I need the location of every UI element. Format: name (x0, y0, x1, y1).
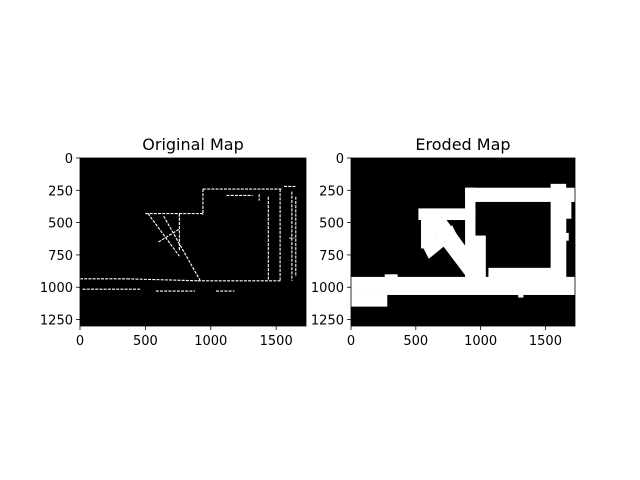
image-background (80, 158, 306, 326)
x-tick-label: 0 (76, 334, 84, 349)
map-occupied-region (351, 276, 575, 295)
axes-frame (350, 157, 576, 327)
y-tick-label: 250 (48, 184, 73, 199)
y-tick-label: 1250 (40, 314, 73, 329)
image-content (351, 183, 575, 307)
x-tick-label: 1000 (464, 334, 497, 349)
x-tick-label: 0 (347, 334, 355, 349)
x-tick-label: 1500 (260, 334, 293, 349)
map-occupied-region (418, 208, 476, 221)
y-tick-label: 0 (336, 152, 344, 167)
y-tick-label: 750 (319, 249, 344, 264)
chart-title: Eroded Map (415, 135, 510, 154)
chart-title: Original Map (142, 135, 243, 154)
y-tick-label: 250 (319, 184, 344, 199)
map-occupied-region (518, 292, 524, 298)
y-tick-label: 500 (319, 217, 344, 232)
y-tick-label: 1250 (311, 314, 344, 329)
subplot-eroded-map: Eroded Map 0 500 1000 1500 0 250 500 750 1000 1250 (311, 135, 576, 349)
map-occupied-region (423, 209, 486, 283)
y-tick-label: 750 (48, 249, 73, 264)
axes-frame (79, 157, 307, 327)
y-tick-label: 500 (48, 217, 73, 232)
x-tick-label: 1000 (194, 334, 227, 349)
map-occupied-region (558, 232, 569, 241)
y-tick-label: 0 (65, 152, 73, 167)
image-content (80, 185, 297, 292)
y-tick-label: 1000 (40, 281, 73, 296)
map-occupied-region (465, 187, 575, 202)
image-background (351, 158, 575, 326)
map-occupied-region (351, 294, 388, 307)
map-edge-segment (147, 213, 180, 257)
x-tick-label: 500 (133, 334, 158, 349)
subplot-original-map: Original Map 0 500 1000 1500 0 250 500 750 1000 12… (40, 135, 307, 349)
map-occupied-region (384, 274, 398, 280)
map-occupied-region (563, 198, 572, 219)
y-tick-label: 1000 (311, 281, 344, 296)
map-edge-segment (127, 278, 198, 282)
x-tick-label: 500 (403, 334, 428, 349)
map-occupied-region (423, 225, 458, 259)
map-occupied-region (488, 267, 554, 280)
x-tick-label: 1500 (529, 334, 562, 349)
map-occupied-region (465, 187, 476, 279)
map-occupied-region (540, 194, 546, 201)
